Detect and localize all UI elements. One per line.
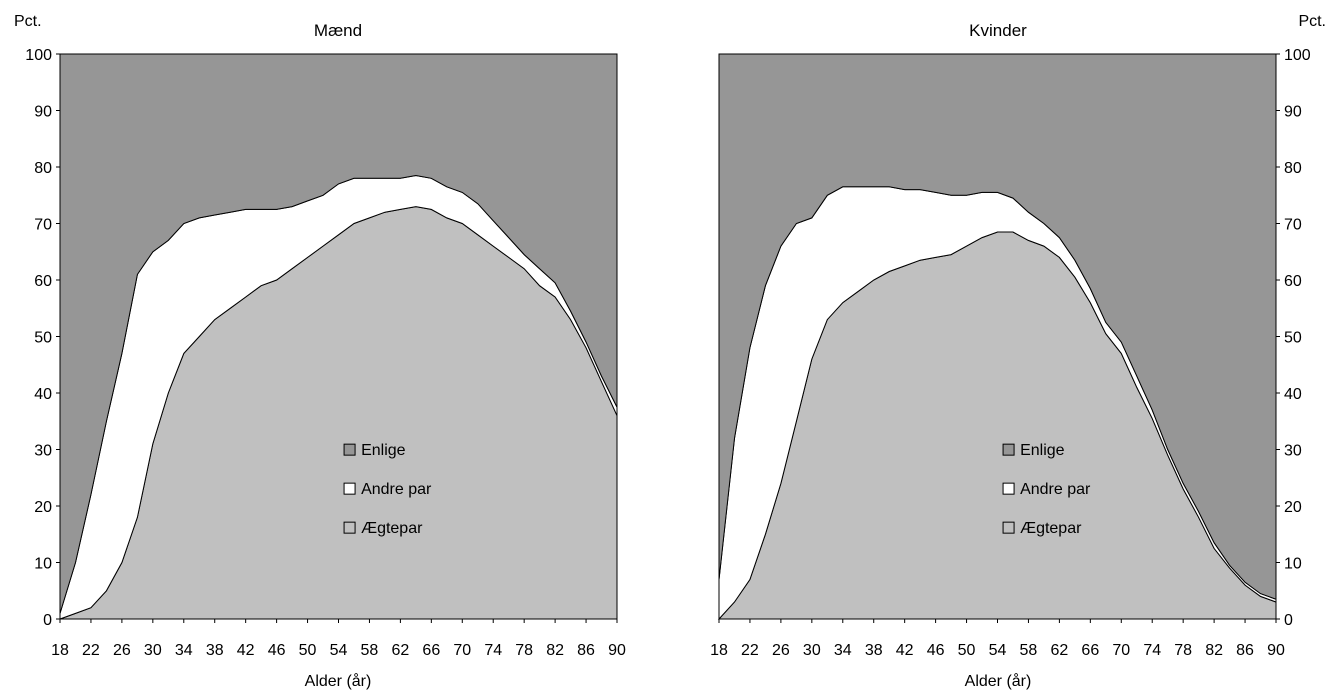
x-tick-label: 30 xyxy=(144,642,162,659)
legend: Enlige Andre par Ægtepar xyxy=(343,442,432,537)
x-tick-label: 66 xyxy=(1081,642,1099,659)
chart-title: Mænd xyxy=(314,21,362,40)
x-axis-label: Alder (år) xyxy=(305,672,372,690)
y-tick-label: 60 xyxy=(1284,273,1302,290)
chart-title: Kvinder xyxy=(969,21,1027,40)
legend: Enlige Andre par Ægtepar xyxy=(1002,442,1091,537)
y-tick-label: 100 xyxy=(25,47,52,64)
y-tick-label: 10 xyxy=(34,556,52,573)
x-tick-label: 34 xyxy=(175,642,193,659)
x-tick-label: 90 xyxy=(1267,642,1285,659)
legend-swatch xyxy=(1002,521,1015,534)
x-tick-label: 74 xyxy=(1143,642,1161,659)
x-tick-label: 42 xyxy=(896,642,914,659)
y-tick-label: 90 xyxy=(34,104,52,121)
x-tick-label: 86 xyxy=(1236,642,1254,659)
x-tick-label: 58 xyxy=(1020,642,1038,659)
x-tick-label: 30 xyxy=(803,642,821,659)
legend-label: Ægtepar xyxy=(1020,520,1082,537)
legend-label: Ægtepar xyxy=(361,520,423,537)
x-tick-label: 50 xyxy=(958,642,976,659)
x-tick-label: 82 xyxy=(1205,642,1223,659)
y-unit-label: Pct. xyxy=(14,13,42,30)
y-tick-label: 80 xyxy=(1284,160,1302,177)
y-tick-label: 20 xyxy=(34,499,52,516)
y-tick-label: 20 xyxy=(1284,499,1302,516)
x-tick-label: 70 xyxy=(1112,642,1130,659)
x-tick-label: 22 xyxy=(741,642,759,659)
y-tick-label: 70 xyxy=(1284,217,1302,234)
legend-swatch xyxy=(343,482,356,495)
y-tick-label: 50 xyxy=(34,330,52,347)
x-tick-label: 78 xyxy=(1174,642,1192,659)
y-tick-label: 50 xyxy=(1284,330,1302,347)
y-tick-label: 40 xyxy=(1284,386,1302,403)
y-tick-label: 30 xyxy=(34,443,52,460)
x-tick-label: 86 xyxy=(577,642,595,659)
y-unit-label: Pct. xyxy=(1298,13,1326,30)
y-tick-label: 80 xyxy=(34,160,52,177)
x-axis-label: Alder (år) xyxy=(965,672,1032,690)
x-tick-label: 46 xyxy=(268,642,286,659)
y-tick-label: 100 xyxy=(1284,47,1311,64)
legend-label: Enlige xyxy=(1020,442,1065,459)
x-tick-label: 78 xyxy=(515,642,533,659)
legend-swatch xyxy=(1002,482,1015,495)
plot-area: 0 10 20 30 40 50 60 70 80 90 100 18 22 26 30 34 38 42 46 50… xyxy=(710,47,1311,659)
y-tick-label: 10 xyxy=(1284,556,1302,573)
x-tick-label: 46 xyxy=(927,642,945,659)
plot-area: 0 10 20 30 40 50 60 70 80 90 100 18 22 26 30 34 38 42 46 50… xyxy=(25,47,626,659)
x-tick-label: 70 xyxy=(453,642,471,659)
x-tick-label: 90 xyxy=(608,642,626,659)
chart-kvinder: Pct. Kvinder 0 10 20 30 40 50 60 70 80 90 100 18 22 2… xyxy=(710,13,1326,690)
y-tick-label: 90 xyxy=(1284,104,1302,121)
x-tick-label: 58 xyxy=(361,642,379,659)
x-tick-label: 38 xyxy=(865,642,883,659)
x-tick-label: 18 xyxy=(710,642,728,659)
y-tick-label: 70 xyxy=(34,217,52,234)
x-tick-label: 26 xyxy=(113,642,131,659)
x-tick-label: 66 xyxy=(422,642,440,659)
y-tick-label: 40 xyxy=(34,386,52,403)
y-tick-label: 60 xyxy=(34,273,52,290)
x-tick-label: 42 xyxy=(237,642,255,659)
x-tick-label: 38 xyxy=(206,642,224,659)
x-tick-label: 18 xyxy=(51,642,69,659)
x-tick-label: 54 xyxy=(989,642,1007,659)
legend-swatch xyxy=(1002,443,1015,456)
x-tick-label: 22 xyxy=(82,642,100,659)
x-tick-label: 74 xyxy=(484,642,502,659)
x-tick-label: 50 xyxy=(299,642,317,659)
x-tick-label: 62 xyxy=(391,642,409,659)
x-tick-label: 82 xyxy=(546,642,564,659)
y-tick-label: 0 xyxy=(43,612,52,629)
y-tick-label: 30 xyxy=(1284,443,1302,460)
x-tick-label: 62 xyxy=(1050,642,1068,659)
y-tick-label: 0 xyxy=(1284,612,1293,629)
x-tick-label: 34 xyxy=(834,642,852,659)
chart-maend: Pct. Mænd 0 10 20 30 40 50 60 70 80 90 100 18 22 26 30… xyxy=(14,13,626,690)
legend-swatch xyxy=(343,521,356,534)
legend-swatch xyxy=(343,443,356,456)
legend-label: Enlige xyxy=(361,442,406,459)
legend-label: Andre par xyxy=(1020,481,1091,498)
x-tick-label: 26 xyxy=(772,642,790,659)
x-tick-label: 54 xyxy=(330,642,348,659)
legend-label: Andre par xyxy=(361,481,432,498)
